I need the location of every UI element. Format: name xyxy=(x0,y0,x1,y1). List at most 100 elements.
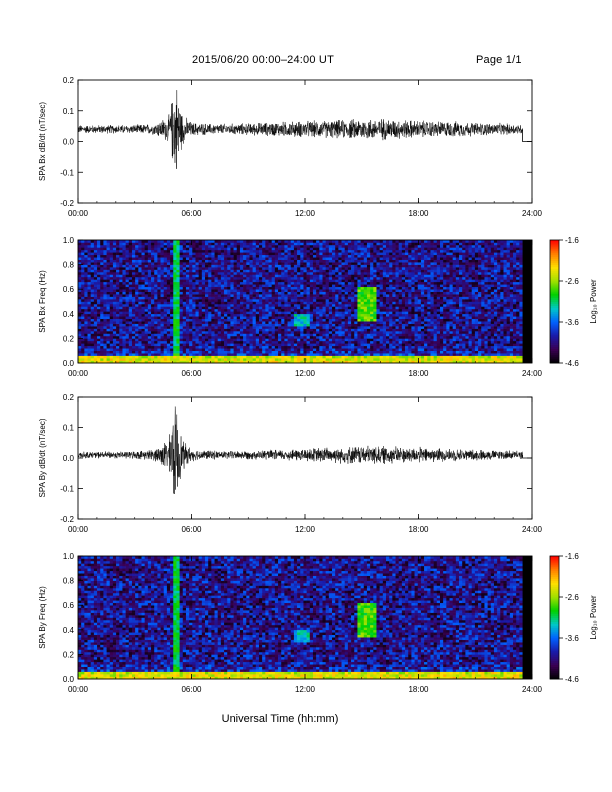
spectrogram-cell xyxy=(236,316,241,320)
spectrogram-cell xyxy=(265,318,269,322)
spectrogram-cell xyxy=(227,271,231,275)
spectrogram-cell xyxy=(128,301,133,305)
spectrogram-cell xyxy=(357,264,361,268)
spectrogram-cell xyxy=(112,318,117,322)
spectrogram-cell xyxy=(166,257,171,260)
spectrogram-cell xyxy=(182,335,187,339)
spectrogram-cell xyxy=(281,274,285,278)
spectrogram-cell xyxy=(201,308,206,312)
spectrogram-cell xyxy=(287,331,292,334)
spectrogram-cell xyxy=(205,289,209,292)
spectrogram-cell xyxy=(208,286,212,290)
spectrogram-cell xyxy=(192,318,196,322)
spectrogram-cell xyxy=(141,321,145,324)
spectrogram-cell xyxy=(205,257,209,260)
spectrogram-cell xyxy=(176,323,180,327)
spectrogram-cell xyxy=(278,284,282,288)
spectrogram-cell xyxy=(128,338,133,342)
spectrogram-cell xyxy=(376,281,380,285)
spectrogram-cell xyxy=(192,323,196,327)
spectrogram-cell xyxy=(300,306,304,310)
spectrogram-cell xyxy=(300,318,304,322)
spectrogram-cell xyxy=(166,313,171,317)
spectrogram-cell xyxy=(135,343,139,347)
spectrogram-cell xyxy=(297,264,301,268)
spectrogram-cell xyxy=(185,360,190,364)
spectrogram-cell xyxy=(141,343,145,347)
spectrogram-cell xyxy=(106,350,111,354)
spectrogram-cell xyxy=(332,276,336,280)
spectrogram-cell xyxy=(379,247,384,251)
spectrogram-cell xyxy=(103,296,107,300)
spectrogram-cell xyxy=(354,294,358,297)
spectrogram-cell xyxy=(198,279,203,283)
spectrogram-cell xyxy=(293,333,298,337)
spectrogram-cell xyxy=(173,271,177,275)
spectrogram-cell xyxy=(90,296,95,300)
spectrogram-cell xyxy=(274,284,279,288)
spectrogram-cell xyxy=(170,345,174,349)
spectrogram-cell xyxy=(351,306,355,310)
spectrogram-cell xyxy=(303,318,307,322)
spectrogram-cell xyxy=(316,242,320,246)
spectrogram-cell xyxy=(287,254,292,258)
spectrogram-cell xyxy=(189,303,193,307)
spectrogram-cell xyxy=(274,303,279,307)
spectrogram-cell xyxy=(332,264,336,268)
spectrogram-cell xyxy=(78,360,82,364)
spectrogram-cell xyxy=(341,303,346,307)
spectrogram-cell xyxy=(166,350,171,354)
spectrogram-cell xyxy=(312,328,317,332)
spectrogram-cell xyxy=(328,345,333,349)
spectrogram-cell xyxy=(157,291,161,295)
spectrogram-cell xyxy=(214,254,219,258)
spectrogram-cell xyxy=(211,323,215,327)
spectrogram-cell xyxy=(309,350,314,354)
spectrogram-cell xyxy=(198,262,203,265)
spectrogram-cell xyxy=(227,254,231,258)
spectrogram-cell xyxy=(135,333,139,337)
spectrogram-cell xyxy=(163,257,168,260)
spectrogram-cell xyxy=(119,291,123,295)
spectrogram-cell xyxy=(376,358,380,361)
spectrogram-cell xyxy=(265,259,269,263)
spectrogram-cell xyxy=(281,328,285,332)
spectrogram-cell xyxy=(211,262,215,265)
spectrogram-cell xyxy=(135,345,139,349)
spectrogram-cell xyxy=(116,308,120,312)
spectrogram-cell xyxy=(81,291,85,295)
spectrogram-cell xyxy=(125,301,130,305)
spectrogram-cell xyxy=(249,279,253,283)
spectrogram-cell xyxy=(138,264,142,268)
spectrogram-cell xyxy=(198,345,203,349)
spectrogram-cell xyxy=(274,257,279,260)
spectrogram-cell xyxy=(382,331,387,334)
spectrogram-cell xyxy=(182,321,187,324)
spectrogram-cell xyxy=(141,257,145,260)
spectrogram-cell xyxy=(93,249,98,253)
spectrogram-cell xyxy=(163,345,168,349)
spectrogram-cell xyxy=(217,267,222,270)
spectrogram-cell xyxy=(147,291,152,295)
spectrogram-cell xyxy=(138,350,142,354)
spectrogram-cell xyxy=(338,338,342,342)
spectrogram-cell xyxy=(366,331,371,334)
spectrogram-cell xyxy=(233,262,238,265)
spectrogram-cell xyxy=(338,242,342,246)
spectrogram-cell xyxy=(135,247,139,251)
spectrogram-cell xyxy=(195,343,199,347)
spectrogram-cell xyxy=(230,247,234,251)
spectrogram-cell xyxy=(87,338,92,342)
spectrogram-cell xyxy=(179,259,184,263)
spectrogram-cell xyxy=(322,271,326,275)
spectrogram-cell xyxy=(233,249,238,253)
spectrogram-cell xyxy=(163,348,168,351)
spectrogram-cell xyxy=(274,331,279,334)
spectrogram-cell xyxy=(128,257,133,260)
spectrogram-cell xyxy=(287,240,292,243)
spectrogram-cell xyxy=(109,348,114,351)
spectrogram-cell xyxy=(239,355,244,359)
spectrogram-cell xyxy=(84,281,88,285)
spectrogram-cell xyxy=(230,271,234,275)
spectrogram-cell xyxy=(262,284,266,288)
